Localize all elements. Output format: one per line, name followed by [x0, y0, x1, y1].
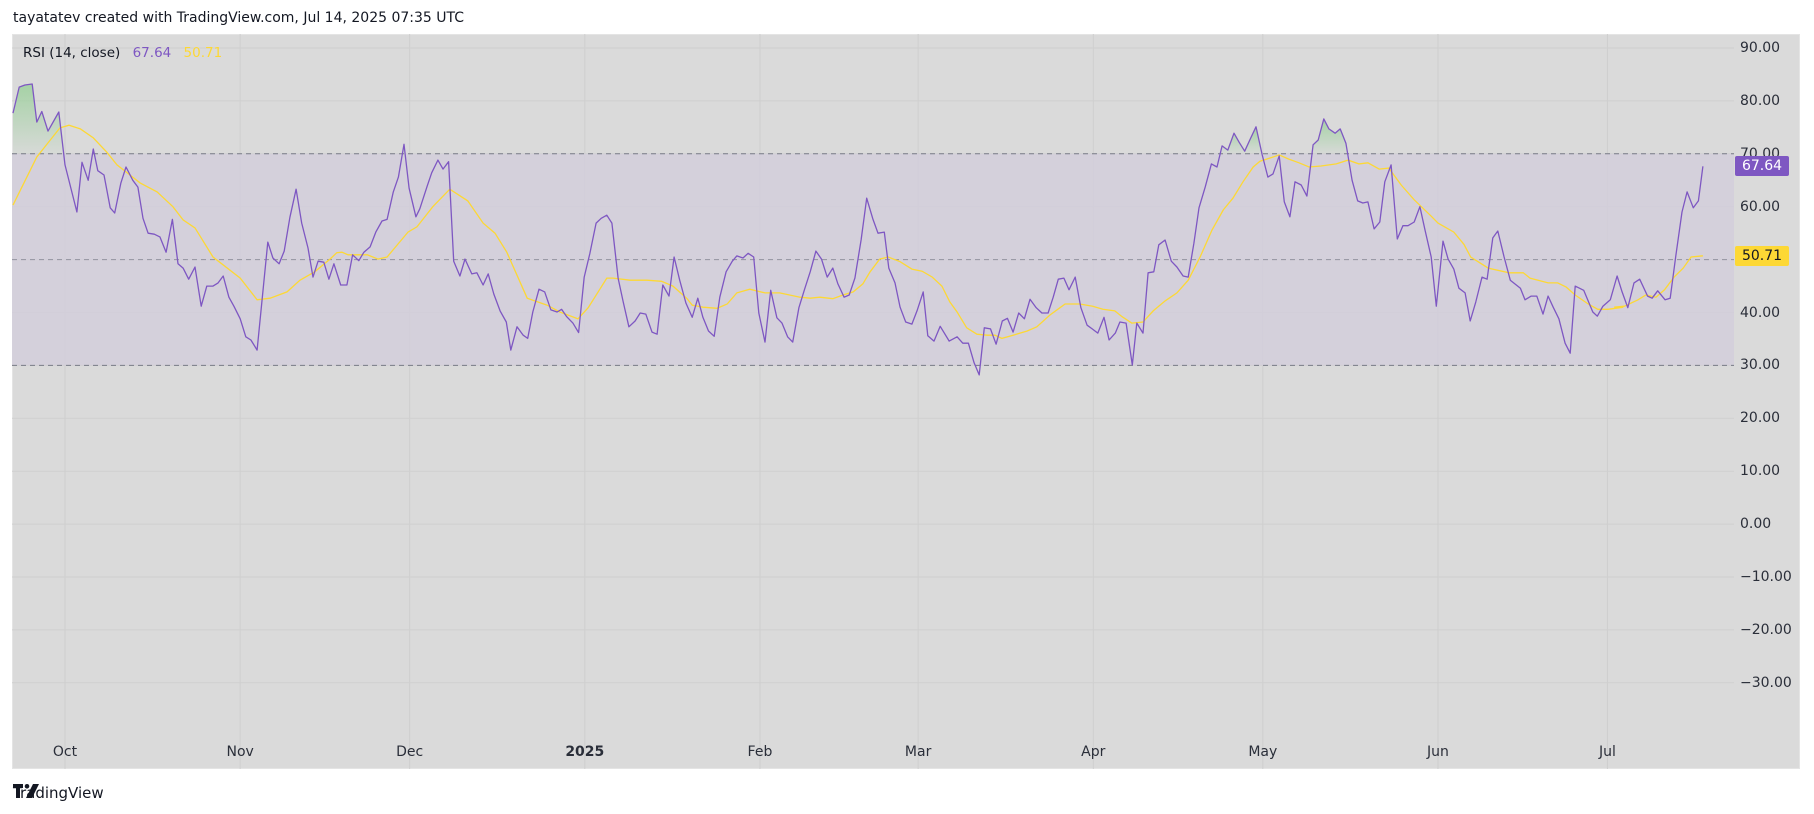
indicator-legend[interactable]: RSI (14, close) 67.64 50.71 [23, 45, 222, 61]
x-axis-tick-label: Apr [1081, 744, 1106, 760]
rsi-line [12, 83, 1704, 376]
y-axis-tick-label: 80.00 [1740, 92, 1781, 109]
overbought-fill [1311, 118, 1348, 154]
x-axis-tick-label: Mar [904, 744, 932, 760]
rsi-plot-area[interactable] [12, 34, 1734, 769]
y-axis-tick-label: 60.00 [1740, 198, 1781, 215]
tradingview-logo-icon [13, 784, 39, 798]
rsi-last-value-badge: 67.64 [1735, 156, 1789, 177]
y-axis-tick-label: −30.00 [1740, 674, 1792, 691]
x-axis-tick-label: Feb [747, 744, 773, 760]
x-axis-tick-label: May [1248, 744, 1278, 760]
ma-current-value: 50.71 [183, 45, 223, 61]
y-axis-tick-label: 30.00 [1740, 357, 1781, 374]
y-axis-tick-label: 40.00 [1740, 304, 1781, 321]
y-axis-tick-label: −20.00 [1740, 621, 1792, 638]
overbought-fill [1220, 126, 1263, 154]
x-axis-tick-label: Jun [1427, 744, 1449, 760]
rsi-current-value: 67.64 [132, 45, 172, 61]
footer-branding[interactable]: TradingView [13, 784, 104, 802]
ma-last-value-badge: 50.71 [1735, 245, 1789, 266]
ma-line [12, 124, 1703, 340]
indicator-title: RSI (14, close) [23, 45, 121, 61]
y-axis-tick-label: 90.00 [1740, 40, 1781, 56]
attribution-text: tayatatev created with TradingView.com, … [13, 10, 465, 26]
x-axis-tick-label: Nov [226, 744, 254, 760]
x-axis-tick-label: 2025 [565, 744, 605, 760]
y-axis-tick-label: −10.00 [1740, 569, 1792, 585]
x-axis-tick-label: Oct [52, 744, 78, 760]
x-axis-tick-label: Jul [1598, 744, 1616, 760]
y-axis-tick-label: 0.00 [1740, 516, 1772, 533]
y-axis-tick-label: 20.00 [1740, 410, 1781, 427]
rsi-chart-canvas[interactable] [12, 34, 1734, 769]
x-axis-tick-label: Dec [396, 744, 424, 760]
y-axis-tick-label: 10.00 [1740, 463, 1781, 480]
